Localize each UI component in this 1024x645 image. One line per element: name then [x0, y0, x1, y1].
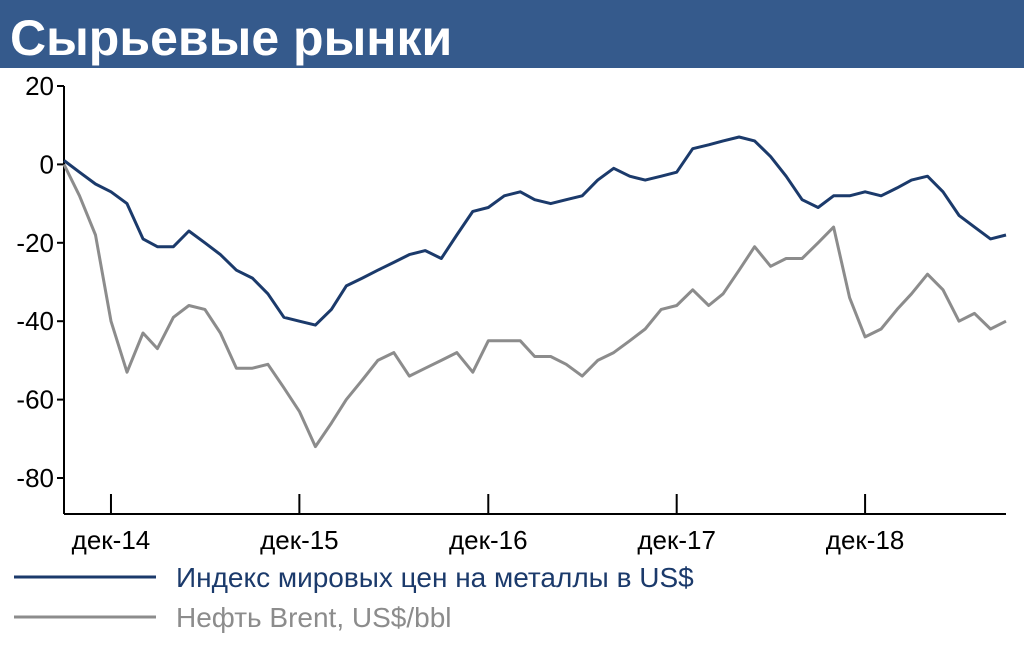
legend-metals-label: Индекс мировых цен на металлы в US$	[176, 562, 694, 593]
x-tick-label: дек-15	[260, 525, 339, 555]
chart-axes: 20 0 -20 -40 -60 -80 дек-14 дек-15 дек-16 дек-17 д…	[16, 71, 1006, 555]
y-tick-label: 0	[40, 149, 54, 179]
x-tick-label: дек-17	[637, 525, 716, 555]
y-tick-label: -40	[16, 306, 54, 336]
x-tick-label: дек-16	[449, 525, 528, 555]
series-line-metals	[63, 135, 1007, 327]
header-bar: Сырьевые рынки	[0, 0, 1024, 68]
chart-legend: Индекс мировых цен на металлы в US$ Нефть…	[14, 562, 694, 633]
legend-brent-label: Нефть Brent, US$/bbl	[176, 602, 452, 633]
y-tick-label: 20	[25, 71, 54, 101]
x-tick-label: дек-14	[72, 525, 151, 555]
page-title: Сырьевые рынки	[10, 10, 453, 66]
y-tick-label: -80	[16, 463, 54, 493]
chart-series	[62, 135, 1007, 449]
series-line-brent	[62, 163, 1007, 449]
y-tick-label: -60	[16, 385, 54, 415]
y-tick-label: -20	[16, 228, 54, 258]
x-tick-label: дек-18	[826, 525, 905, 555]
